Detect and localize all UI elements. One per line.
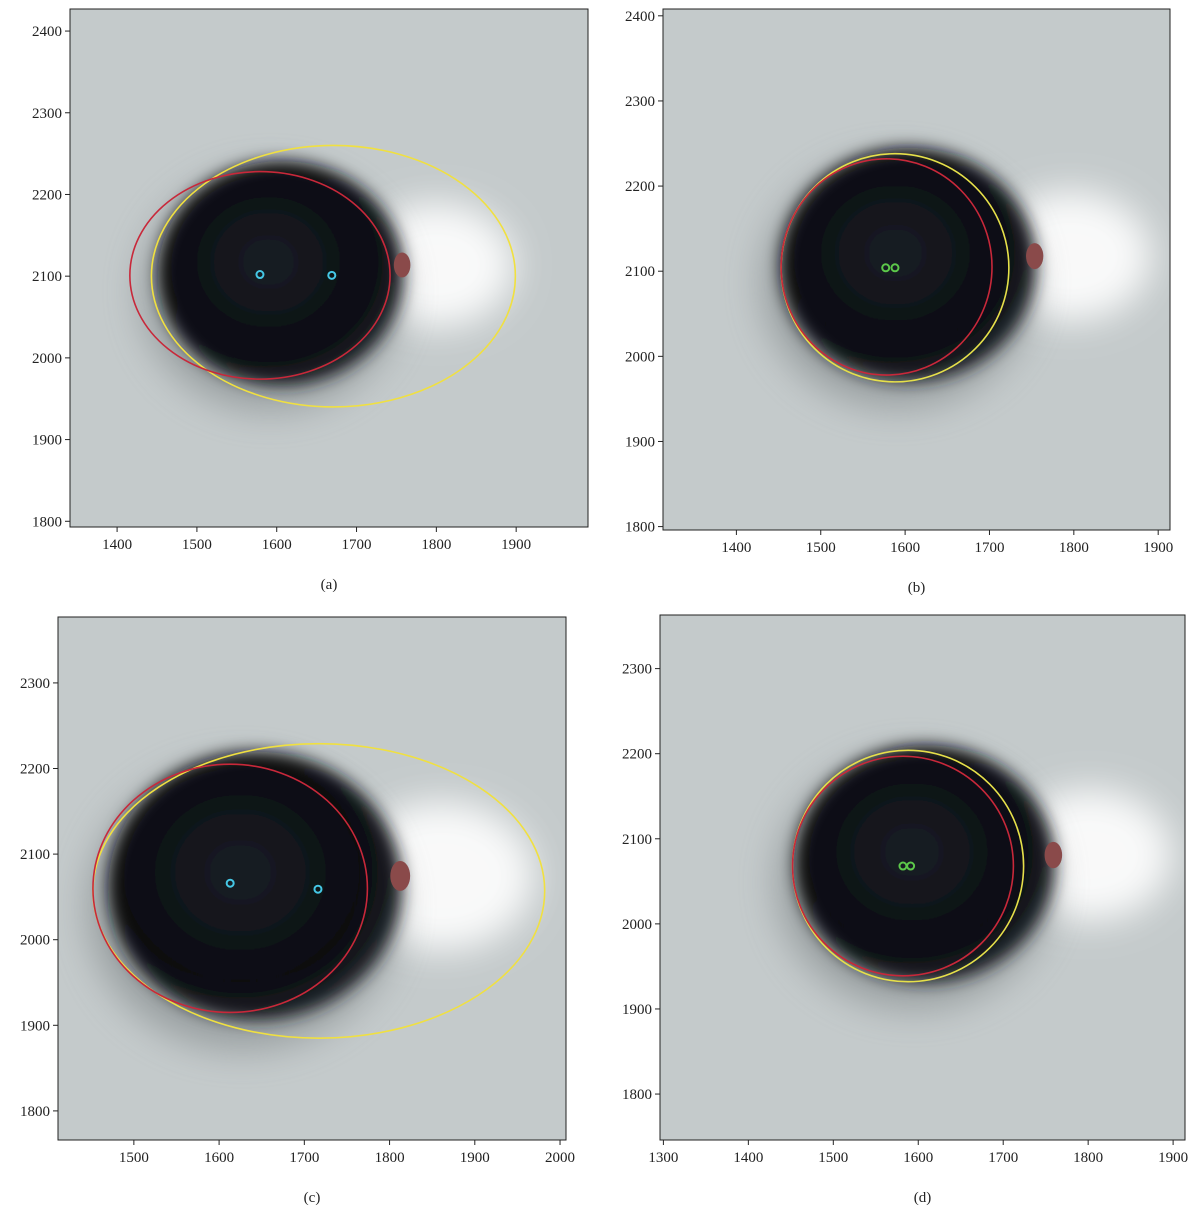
x-tick-label: 1500: [806, 540, 836, 556]
y-tick-label: 2200: [622, 747, 652, 763]
x-tick-label: 1800: [375, 1150, 405, 1166]
x-tick-label: 1500: [119, 1150, 149, 1166]
x-tick-label: 1700: [342, 537, 372, 553]
photo: [58, 617, 566, 1140]
y-tick-label: 2000: [32, 351, 62, 367]
x-tick-label: 1800: [421, 537, 451, 553]
y-tick-label: 2100: [622, 832, 652, 848]
eye-tip: [390, 861, 410, 891]
y-tick-label: 1800: [622, 1087, 652, 1103]
x-tick-label: 1700: [974, 540, 1004, 556]
x-tick-label: 1600: [262, 537, 292, 553]
y-tick-label: 1800: [32, 514, 62, 530]
y-tick-label: 1800: [625, 520, 655, 536]
x-tick-label: 1600: [903, 1150, 933, 1166]
eye-tip: [394, 253, 411, 278]
y-tick-label: 2400: [32, 24, 62, 40]
y-tick-label: 2000: [20, 933, 50, 949]
y-tick-label: 2300: [625, 94, 655, 110]
y-tick-label: 2200: [32, 187, 62, 203]
panel: 1500 1600 1700 1800 1900 2000 1800 1900 2000 2100…: [20, 617, 575, 1206]
y-tick-label: 2300: [32, 106, 62, 122]
x-tick-label: 1400: [721, 540, 751, 556]
y-tick-label: 1900: [625, 434, 655, 450]
y-tick-label: 1900: [32, 433, 62, 449]
photo: [663, 9, 1170, 530]
x-tick-label: 2000: [545, 1150, 575, 1166]
y-tick-label: 2200: [20, 762, 50, 778]
eye-tip: [1045, 842, 1063, 868]
y-tick-label: 2100: [625, 264, 655, 280]
caption: (b): [908, 580, 926, 596]
figure: 1400 1500 1600 1700 1800 1900 1800 1900 2000 2100…: [0, 0, 1201, 1211]
x-tick-label: 1300: [648, 1150, 678, 1166]
photo: [70, 9, 588, 527]
photo: [660, 615, 1185, 1140]
x-tick-label: 1500: [818, 1150, 848, 1166]
y-tick-label: 2200: [625, 179, 655, 195]
y-tick-label: 2000: [625, 349, 655, 365]
y-tick-label: 2400: [625, 9, 655, 25]
y-tick-label: 1900: [622, 1002, 652, 1018]
eye: [158, 161, 403, 385]
x-tick-label: 1900: [1143, 540, 1173, 556]
caption: (d): [914, 1190, 932, 1206]
x-tick-label: 1900: [460, 1150, 490, 1166]
y-tick-label: 2300: [622, 662, 652, 678]
panel: 1400 1500 1600 1700 1800 1900 1800 1900 2000 2100…: [625, 9, 1173, 596]
x-tick-label: 1800: [1073, 1150, 1103, 1166]
y-tick-label: 2100: [32, 269, 62, 285]
x-tick-label: 1800: [1059, 540, 1089, 556]
x-tick-label: 1400: [733, 1150, 763, 1166]
x-tick-label: 1600: [204, 1150, 234, 1166]
panel: 1400 1500 1600 1700 1800 1900 1800 1900 2000 2100…: [32, 9, 588, 593]
y-tick-label: 2100: [20, 847, 50, 863]
eye-tip: [1026, 243, 1043, 269]
x-tick-label: 1700: [988, 1150, 1018, 1166]
x-tick-label: 1400: [102, 537, 132, 553]
x-tick-label: 1700: [289, 1150, 319, 1166]
caption: (a): [321, 577, 338, 593]
caption: (c): [304, 1190, 321, 1206]
x-tick-label: 1900: [1158, 1150, 1188, 1166]
x-tick-label: 1600: [890, 540, 920, 556]
y-tick-label: 1800: [20, 1104, 50, 1120]
y-tick-label: 1900: [20, 1018, 50, 1034]
panel: 1300 1400 1500 1600 1700 1800 1900 1800 1900 2000…: [622, 615, 1188, 1206]
x-tick-label: 1900: [501, 537, 531, 553]
y-tick-label: 2300: [20, 676, 50, 692]
y-tick-label: 2000: [622, 917, 652, 933]
x-tick-label: 1500: [182, 537, 212, 553]
